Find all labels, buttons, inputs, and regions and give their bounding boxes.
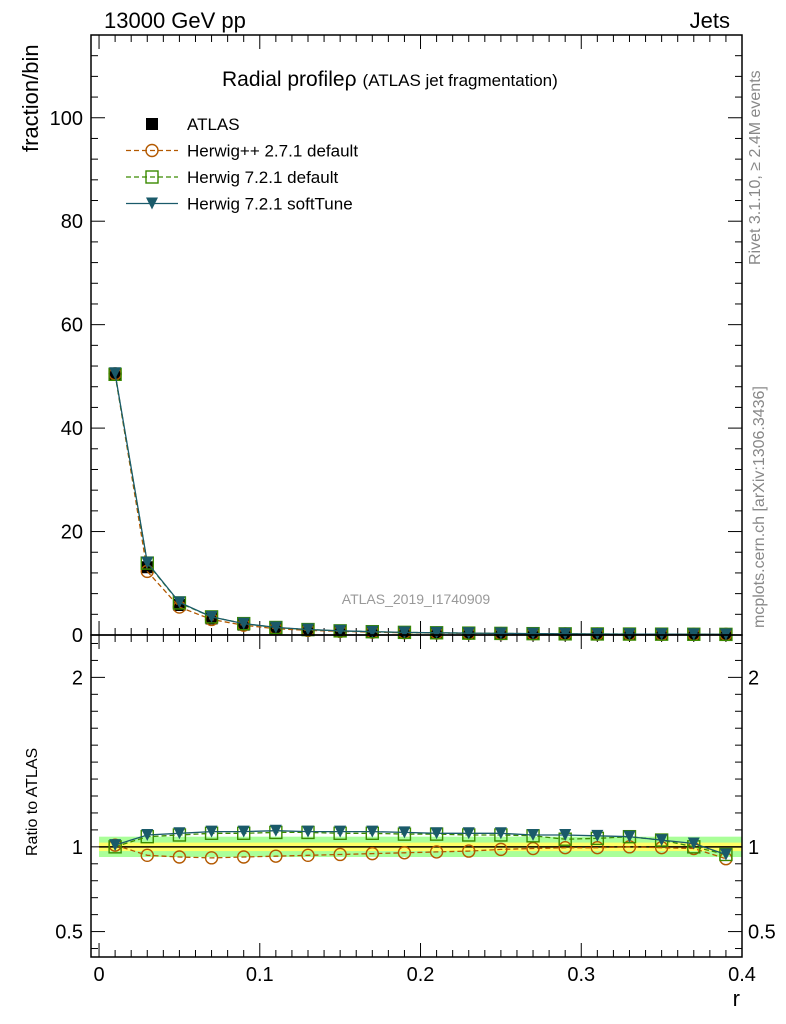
ratio-xtick-label: 0.4	[728, 964, 756, 986]
ratio-xtick-label: 0	[93, 964, 104, 986]
ratio-point-2	[141, 828, 154, 841]
ratio-point-0	[172, 850, 187, 864]
ratio-point-0	[462, 844, 476, 858]
analysis-watermark: ATLAS_2019_I1740909	[342, 591, 491, 607]
ratio-point-0	[204, 851, 219, 865]
legend-label-1: Herwig++ 2.7.1 default	[187, 142, 358, 161]
ratio-point-2	[559, 828, 572, 841]
ratio-point-2	[366, 825, 379, 838]
main-point-3	[462, 627, 475, 640]
ratio-point-2	[109, 839, 122, 852]
ratio-point-2	[237, 825, 250, 838]
ratio-series-line-1	[114, 831, 727, 856]
ratio-xtick-label: 0.2	[407, 964, 435, 986]
main-point-3	[527, 627, 540, 640]
ratio-ytick-label-left: 2	[72, 667, 83, 689]
main-ytick-label: 20	[61, 522, 83, 544]
ratio-point-2	[687, 837, 700, 850]
ratio-point-2	[173, 827, 186, 840]
ratio-point-0	[140, 848, 154, 863]
ratio-point-2	[655, 834, 668, 847]
main-ytick-label: 60	[61, 315, 83, 337]
main-point-3	[141, 556, 154, 569]
main-point-3	[591, 627, 604, 640]
ratio-point-2	[494, 827, 507, 840]
ratio-point-2	[334, 825, 347, 838]
ratio-series-line-0	[114, 844, 727, 860]
title-symbol: ρ	[345, 68, 357, 91]
legend-marker-0	[146, 118, 158, 130]
ratio-point-2	[527, 828, 540, 841]
ratio-point-0	[494, 842, 508, 857]
legend-marker-3	[146, 197, 158, 210]
main-point-3	[334, 624, 347, 637]
ratio-ytick-label-right: 0.5	[748, 922, 776, 944]
main-ytick-label: 40	[61, 418, 83, 440]
ratio-point-2	[462, 827, 475, 840]
ratio-point-0	[269, 849, 283, 863]
ratio-point-2	[719, 848, 732, 861]
ratio-point-0	[301, 848, 315, 863]
main-point-3	[430, 626, 443, 639]
ratio-ytick-label-left: 1	[72, 837, 83, 859]
ratio-point-2	[430, 827, 443, 840]
ratio-point-2	[591, 829, 604, 842]
main-series-line-3	[114, 373, 726, 635]
ratio-xtick-label: 0.1	[246, 964, 274, 986]
ratio-point-2	[205, 825, 218, 838]
ratio-point-0	[333, 847, 347, 862]
legend-label-2: Herwig 7.2.1 default	[187, 168, 338, 187]
main-point-3	[655, 628, 668, 641]
ratio-point-0	[526, 841, 540, 856]
main-point-3	[559, 627, 572, 640]
title-main: Radial profile	[222, 68, 345, 91]
rivet-label: Rivet 3.1.10, ≥ 2.4M events	[747, 70, 764, 265]
legend-marker-2	[145, 170, 159, 184]
main-point-3	[302, 623, 314, 636]
main-ylabel: fraction/bin	[18, 44, 43, 152]
main-point-3	[109, 367, 122, 380]
main-point-3	[269, 621, 282, 634]
main-point-3	[366, 625, 379, 638]
main-point-3	[494, 627, 507, 640]
ratio-point-0	[365, 846, 379, 861]
legend-label-3: Herwig 7.2.1 softTune	[187, 195, 353, 214]
ratio-xtick-label: 0.3	[567, 964, 595, 986]
ratio-ylabel: Ratio to ATLAS	[24, 748, 41, 856]
ratio-point-2	[398, 826, 411, 839]
main-ytick-label: 100	[50, 108, 83, 130]
ratio-point-2	[302, 825, 314, 838]
mcplots-label: mcplots.cern.ch [arXiv:1306.3436]	[751, 386, 768, 628]
ratio-series-line-2	[114, 830, 727, 856]
ratio-point-2	[623, 830, 636, 843]
ratio-ytick-label-right: 2	[748, 667, 759, 689]
ratio-ytick-label-right: 1	[748, 837, 759, 859]
main-ytick-label: 80	[61, 211, 83, 233]
ratio-point-0	[558, 840, 572, 855]
header-process: Jets	[690, 8, 730, 33]
main-point-3	[237, 617, 250, 630]
main-point-3	[623, 628, 636, 641]
main-point-3	[173, 596, 186, 609]
title-sub: (ATLAS jet fragmentation)	[363, 71, 558, 90]
ratio-panel-frame	[90, 634, 743, 958]
main-point-3	[398, 626, 411, 639]
legend-marker-1	[145, 143, 159, 158]
legend-label-0: ATLAS	[187, 115, 240, 134]
main-ytick-label: 0	[72, 625, 83, 647]
ratio-point-0	[237, 850, 251, 864]
header-energy: 13000 GeV pp	[104, 8, 246, 33]
main-point-3	[205, 610, 218, 623]
ratio-point-0	[429, 845, 444, 859]
ratio-xlabel: r	[733, 986, 740, 1011]
chart-title: Radial profileρ (ATLAS jet fragmentation)	[222, 68, 558, 91]
ratio-point-0	[397, 846, 412, 860]
ratio-ytick-label-left: 0.5	[55, 922, 83, 944]
ratio-point-2	[269, 824, 282, 837]
